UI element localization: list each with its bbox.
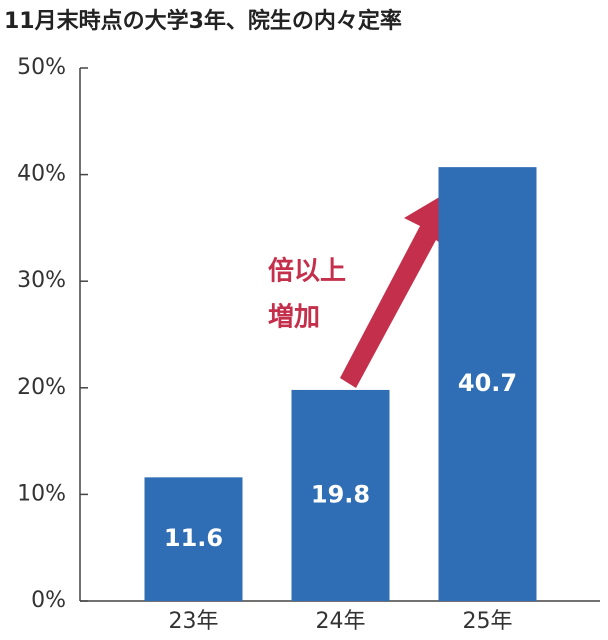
annotation: 倍以上 [268,256,346,287]
y-tick-label: 0% [31,588,66,613]
bar [144,477,243,601]
annotation: 増加 [268,303,320,333]
value-label: 19.8 [311,480,370,508]
y-tick-label: 50% [17,55,66,80]
x-tick-label: 24年 [316,609,366,634]
bar [291,389,390,601]
x-tick-label: 23年 [169,609,219,634]
x-tick-label: 25年 [463,609,513,634]
y-tick-label: 40% [17,162,66,187]
y-tick-label: 10% [17,481,66,506]
bar [438,167,537,601]
chart-title: 11月末時点の大学3年、院生の内々定率 [4,8,402,34]
value-label: 11.6 [164,524,223,552]
arrow [340,186,458,388]
y-tick-label: 30% [17,268,66,293]
value-label: 40.7 [458,369,517,397]
y-tick-label: 20% [17,375,66,400]
